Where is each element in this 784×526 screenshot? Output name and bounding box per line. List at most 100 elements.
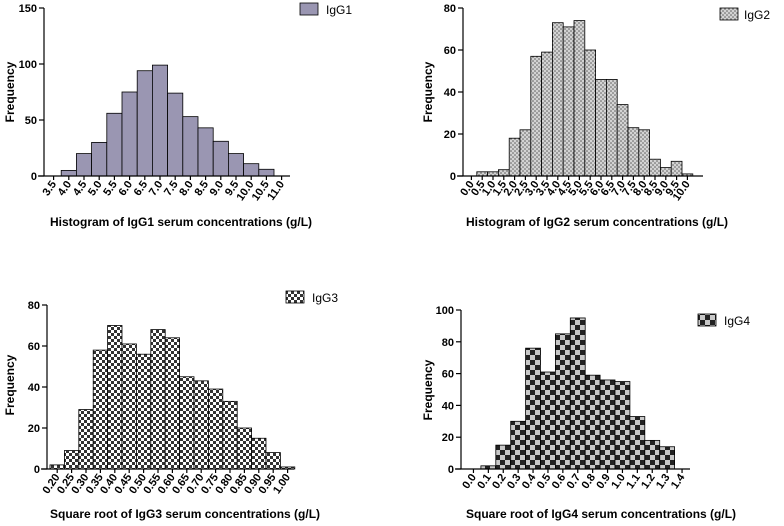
igg1-bar	[136, 70, 153, 177]
igg1-x-tick-label: 6.0	[116, 179, 135, 198]
igg3-bar	[265, 452, 281, 470]
panel-igg1: Frequency 0 50 100 150 3.54.04.55.05.56.06.…	[3, 2, 352, 229]
panel-igg3: Frequency 0 20 40 60 80 0.200.250.300.350.40…	[3, 290, 338, 521]
igg4-bar	[644, 439, 661, 470]
igg2-bar	[562, 26, 575, 177]
igg3-x-axis-title: Square root of IgG3 serum concentrations…	[50, 507, 320, 521]
igg1-bar	[212, 140, 229, 177]
igg1-y-tick-label: 0	[31, 171, 37, 183]
igg1-x-tick-label: 7.5	[162, 179, 181, 198]
igg3-bar	[78, 409, 94, 470]
igg2-y-axis-title: Frequency	[421, 61, 435, 122]
igg2-bar	[606, 79, 618, 177]
igg3-bar	[64, 450, 80, 470]
igg1-x-ticks: 3.54.04.55.05.56.06.57.07.58.08.59.09.51…	[40, 176, 287, 203]
igg3-bar	[164, 337, 180, 470]
igg3-y-tick-label: 0	[34, 464, 40, 476]
panel-igg2: Frequency 0 20 40 60 80 0.00.51.01.52.02.53.…	[421, 3, 770, 229]
igg2-y-tick-label: 20	[444, 129, 456, 141]
igg4-y-tick-label: 0	[448, 464, 454, 476]
igg2-bar	[584, 49, 596, 177]
igg4-y-tick-label: 20	[442, 432, 454, 444]
igg3-bar	[179, 376, 195, 470]
igg1-legend-swatch	[299, 2, 319, 16]
igg2-y-ticks: 0 20 40 60 80	[444, 3, 463, 183]
igg1-x-tick-label: 9.0	[208, 179, 227, 198]
igg1-bar	[60, 169, 77, 177]
igg1-x-tick-label: 8.5	[192, 179, 211, 198]
igg4-bar	[614, 381, 631, 470]
igg2-legend-swatch	[719, 7, 739, 21]
igg3-bar	[150, 329, 166, 470]
igg4-bar	[525, 347, 541, 470]
igg4-x-tick-label: 1.4	[669, 471, 688, 491]
igg2-bars	[476, 20, 694, 177]
igg2-bar	[638, 129, 650, 177]
igg1-y-tick-label: 100	[19, 59, 37, 71]
igg2-bar	[497, 169, 510, 177]
igg4-legend-swatch	[697, 313, 717, 327]
igg1-bar	[258, 168, 275, 177]
igg2-legend-label: IgG2	[744, 8, 770, 22]
igg1-bar	[76, 153, 93, 177]
igg1-x-tick-label: 4.0	[56, 179, 75, 198]
igg2-bar	[616, 104, 629, 177]
igg1-x-tick-label: 11.0	[265, 179, 287, 203]
igg4-bar	[510, 420, 527, 470]
igg2-x-axis-title: Histogram of IgG2 serum concentrations (…	[466, 215, 728, 229]
igg3-y-axis-title: Frequency	[3, 354, 17, 415]
igg4-x-axis-title: Square root of IgG4 serum concentrations…	[466, 507, 736, 521]
igg2-bar	[649, 158, 661, 177]
igg4-y-tick-label: 100	[436, 305, 454, 317]
igg3-bar	[193, 380, 209, 470]
igg1-bar	[151, 64, 168, 177]
igg2-bar	[552, 22, 564, 177]
igg4-y-ticks: 0 20 40 60 80 100	[436, 305, 461, 476]
igg3-legend-label: IgG3	[312, 291, 338, 305]
igg3-bar	[49, 464, 65, 470]
igg3-bar	[92, 349, 108, 470]
igg4-bar	[540, 371, 556, 470]
igg3-bars	[49, 325, 296, 470]
igg1-y-axis-title: Frequency	[3, 61, 17, 122]
igg3-bar	[135, 353, 152, 470]
igg1-x-tick-label: 5.5	[101, 179, 120, 198]
igg3-bar	[207, 388, 224, 470]
igg1-bar	[197, 127, 214, 177]
igg1-bar	[167, 92, 184, 177]
igg4-bar	[659, 446, 676, 470]
igg1-x-tick-label: 3.5	[40, 179, 59, 198]
igg1-bar	[121, 91, 138, 177]
igg3-bar	[251, 437, 267, 470]
igg1-y-tick-label: 150	[19, 3, 37, 15]
igg1-x-tick-label: 4.5	[71, 179, 90, 198]
igg1-x-axis-title: Histogram of IgG1 serum concentrations (…	[50, 215, 312, 229]
igg2-bar	[627, 127, 640, 177]
igg3-y-ticks: 0 20 40 60 80	[28, 300, 47, 476]
igg1-bar	[106, 112, 123, 177]
igg3-bar	[121, 343, 137, 470]
igg3-y-tick-label: 80	[28, 300, 40, 312]
igg4-x-ticks: 0.00.10.20.30.40.50.60.70.80.91.01.11.21…	[460, 469, 688, 491]
igg1-bar	[227, 153, 244, 177]
igg1-y-tick-label: 50	[25, 115, 37, 127]
igg2-y-tick-label: 0	[450, 171, 456, 183]
igg4-y-tick-label: 40	[442, 400, 454, 412]
igg1-x-tick-label: 7.0	[147, 179, 166, 198]
igg2-bar	[541, 51, 553, 177]
igg1-x-tick-label: 5.0	[86, 179, 105, 198]
igg4-bar	[555, 333, 571, 470]
igg1-bar	[182, 116, 199, 177]
igg2-bar	[660, 167, 672, 177]
igg4-y-tick-label: 80	[442, 337, 454, 349]
igg2-y-tick-label: 60	[444, 45, 456, 57]
igg2-bar	[487, 171, 499, 177]
igg3-bar	[107, 325, 123, 470]
igg4-legend-label: IgG4	[724, 314, 750, 328]
igg3-legend-swatch	[285, 290, 305, 304]
igg3-x-tick-label: 1.00	[271, 472, 293, 496]
panel-igg4: Frequency 0 20 40 60 80 100 0.00.10.20.30.40.…	[421, 305, 750, 521]
igg2-bar	[670, 160, 683, 177]
igg2-bar	[573, 20, 586, 177]
